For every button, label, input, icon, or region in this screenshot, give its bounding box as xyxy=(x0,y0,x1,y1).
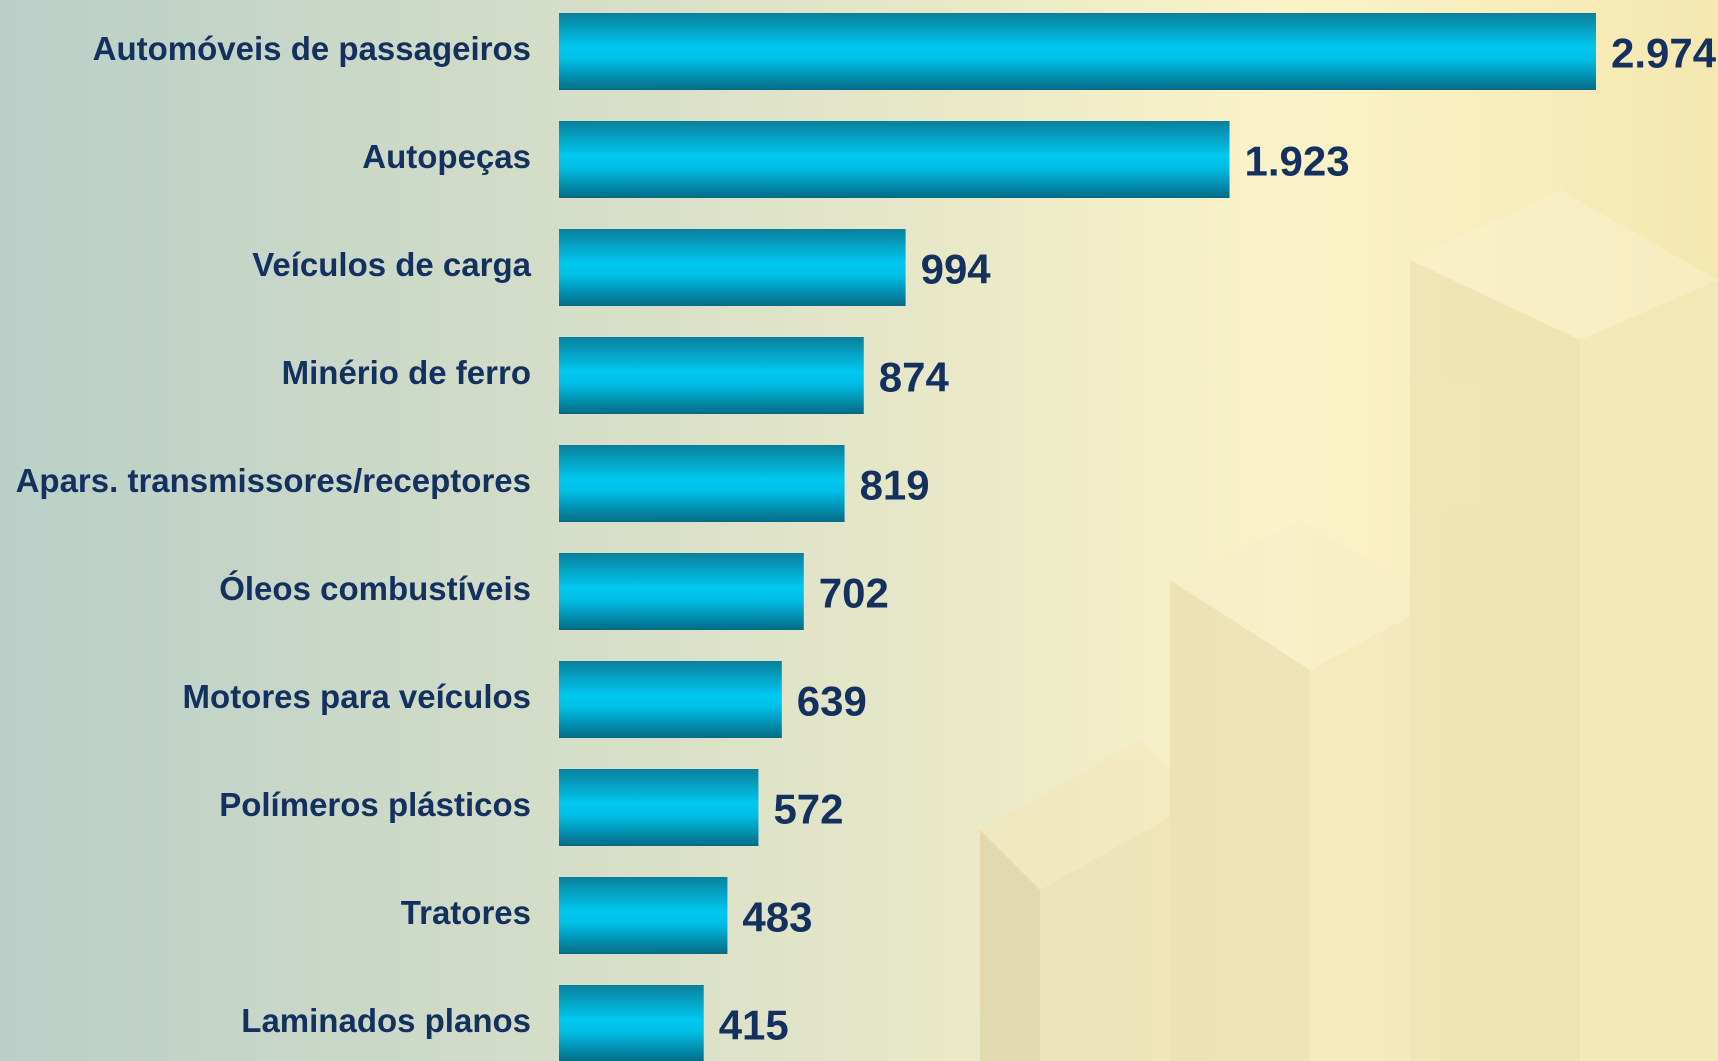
bar xyxy=(559,769,759,846)
category-label: Tratores xyxy=(401,894,531,931)
bar xyxy=(559,445,845,522)
category-label: Apars. transmissores/receptores xyxy=(16,462,531,499)
category-label: Veículos de carga xyxy=(252,246,531,283)
value-label: 702 xyxy=(819,570,889,617)
value-label: 572 xyxy=(773,786,843,833)
value-label: 874 xyxy=(879,354,950,401)
category-label: Motores para veículos xyxy=(183,678,531,715)
category-label: Polímeros plásticos xyxy=(219,786,531,823)
category-label: Minério de ferro xyxy=(282,354,531,391)
bar xyxy=(559,121,1230,198)
bar xyxy=(559,13,1596,90)
value-label: 415 xyxy=(719,1002,789,1049)
bar xyxy=(559,877,728,954)
category-label: Automóveis de passageiros xyxy=(93,30,531,67)
value-label: 994 xyxy=(921,246,992,293)
value-label: 2.974 xyxy=(1611,30,1717,77)
category-label: Óleos combustíveis xyxy=(219,570,531,607)
bar xyxy=(559,553,804,630)
bar xyxy=(559,337,864,414)
category-label: Autopeças xyxy=(362,138,531,175)
category-label: Laminados planos xyxy=(241,1002,531,1039)
value-label: 819 xyxy=(860,462,930,509)
decoration xyxy=(980,190,1718,1061)
value-label: 1.923 xyxy=(1245,138,1350,185)
bar xyxy=(559,985,704,1061)
value-label: 483 xyxy=(742,894,812,941)
bar xyxy=(559,229,906,306)
bar xyxy=(559,661,782,738)
value-label: 639 xyxy=(797,678,867,725)
